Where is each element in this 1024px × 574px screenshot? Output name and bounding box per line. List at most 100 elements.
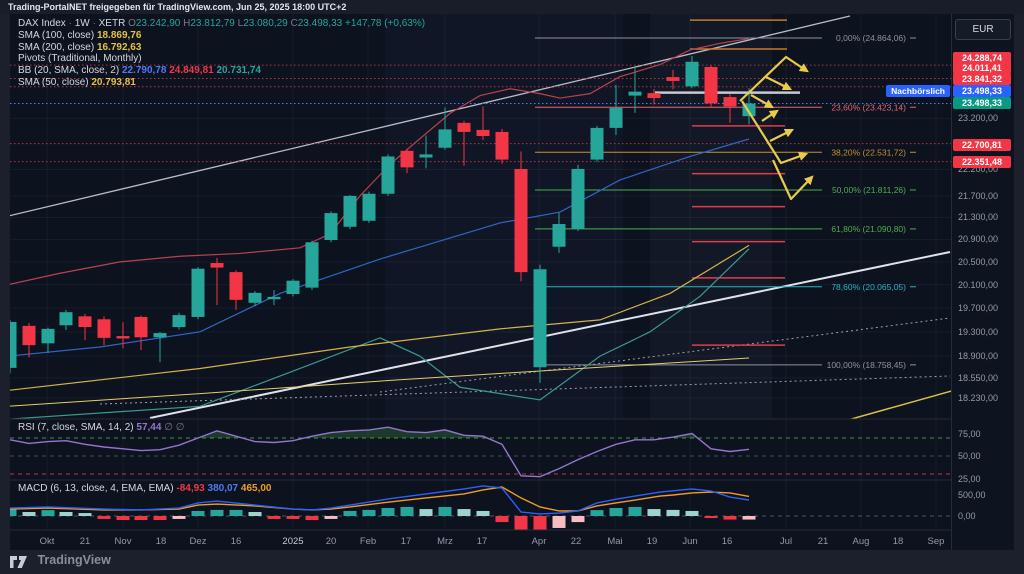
bb-basis: [10, 138, 750, 357]
legend-main: DAX Index · 1W · XETR O23.242,90 H23.812…: [18, 18, 425, 89]
time-axis-label: Aug: [853, 536, 870, 547]
bb-basis-value: 22.790,78: [121, 65, 167, 77]
time-axis-label: Mrz: [437, 536, 453, 547]
indicator-overlays: [10, 38, 750, 420]
sma-50: [10, 244, 750, 391]
price-label-badge: 24.288,74: [953, 52, 1011, 64]
time-axis-label: 20: [326, 536, 337, 547]
legend-rsi-row[interactable]: RSI (7, close, SMA, 14, 2) 57,44 ∅ ∅: [18, 422, 185, 433]
sma100-value: 18.869,76: [96, 29, 142, 41]
price-axis-tick: 18.550,00: [958, 372, 999, 383]
svg-text:50,00% (21.811,26): 50,00% (21.811,26): [832, 185, 906, 195]
time-axis-label: Apr: [532, 536, 547, 547]
svg-text:61,80% (21.090,80): 61,80% (21.090,80): [831, 224, 906, 234]
bb-upper-value: 24.849,81: [169, 65, 214, 77]
time-axis[interactable]: Okt 21 Nov 18 Dez 16 2025 20 Feb 17 Mrz 17 Apr 22 Mai 1…: [40, 536, 945, 547]
price-axis-tick: 22.200,00: [958, 164, 999, 175]
macd-axis-tick: 0,00: [958, 511, 976, 521]
bb-lower: [10, 248, 750, 420]
gridlines: [10, 14, 951, 530]
price-axis[interactable]: EUR 23.200,00 22.200,00 21.700,00 21.300,00…: [951, 14, 1014, 550]
open-value: 23.242,90: [135, 18, 181, 29]
macd-signal-value: 465,00: [240, 483, 272, 494]
rsi-axis-tick: 25,00: [958, 473, 981, 484]
time-axis-label: 16: [231, 536, 242, 547]
time-axis-label: 21: [818, 536, 829, 547]
macd-hist-value: -84,93: [176, 483, 205, 494]
rsi-axis-tick: 50,00: [958, 451, 981, 461]
time-axis-label: 18: [893, 536, 904, 547]
time-axis-label: 22: [571, 536, 582, 547]
time-axis-label: 17: [401, 536, 412, 547]
legend-sma50-row[interactable]: SMA (50, close) 20.793,81: [18, 76, 136, 88]
high-value: 23.812,79: [190, 18, 235, 29]
svg-text:100,00% (18.758,45): 100,00% (18.758,45): [827, 360, 907, 370]
time-axis-label: Okt: [40, 536, 55, 547]
legend-pivots-row[interactable]: Pivots (Traditional, Monthly): [18, 53, 142, 65]
change-value: +147,78 (+0,63%): [345, 18, 426, 29]
rsi-value: 57,44: [136, 422, 162, 433]
macd-line-value: 380,07: [207, 483, 239, 494]
time-axis-label: Mai: [607, 536, 622, 547]
tradingview-logo-icon[interactable]: [9, 555, 28, 569]
macd-pane[interactable]: [10, 485, 951, 532]
price-axis-tick: 21.300,00: [958, 212, 999, 223]
close-value: 23.498,33: [297, 18, 343, 29]
time-axis-label: 21: [80, 536, 91, 547]
legend-bb-row[interactable]: BB (20, SMA, close, 2) 22.790,78 24.849,…: [18, 65, 262, 77]
time-axis-label: Feb: [360, 536, 376, 547]
time-axis-label: Nov: [115, 536, 132, 547]
export-header: Trading-PortalNET freigegeben für Tradin…: [0, 0, 1024, 14]
time-axis-label: 16: [722, 536, 733, 547]
time-axis-label: 18: [156, 536, 167, 547]
price-axis-tick: 19.300,00: [958, 326, 999, 337]
tradingview-brand[interactable]: TradingView: [37, 552, 111, 567]
afterhours-label: Nachbörslich: [886, 85, 950, 97]
footer: TradingView: [0, 550, 1024, 574]
price-axis-tick: 18.230,00: [958, 393, 999, 403]
candlesticks[interactable]: [10, 56, 756, 383]
svg-text:23,60% (23.423,14): 23,60% (23.423,14): [831, 102, 906, 112]
price-label-badge: 22.351,48: [953, 156, 1011, 168]
export-header-text: Trading-PortalNET freigegeben für Tradin…: [8, 2, 347, 12]
price-axis-tick: 18.900,00: [958, 351, 999, 362]
pivot-levels: [10, 19, 951, 346]
legend-sma200-row[interactable]: SMA (200, close) 16.792,63: [18, 41, 142, 53]
time-axis-label: Jun: [682, 536, 697, 547]
exchange: XETR: [98, 18, 126, 29]
currency-button[interactable]: EUR: [955, 19, 1011, 40]
sma200-value: 16.792,63: [96, 41, 142, 53]
price-axis-tick: 20.900,00: [958, 234, 999, 245]
sma-100: [10, 357, 750, 407]
time-axis-label: 17: [477, 536, 488, 547]
price-label-badge: 23.498,33: [953, 85, 1011, 97]
price-axis-tick: 20.100,00: [958, 279, 999, 290]
price-axis-tick: 21.700,00: [958, 190, 999, 201]
pane-separators[interactable]: [10, 418, 951, 531]
low-value: 23.080,29: [243, 18, 288, 29]
price-label-badge: 24.011,41: [953, 62, 1011, 74]
sma50-value: 20.793,81: [91, 76, 136, 88]
macd-axis-tick: 500,00: [958, 490, 986, 500]
svg-text:78,60% (20.065,05): 78,60% (20.065,05): [831, 282, 906, 292]
arrow-drawings[interactable]: [739, 55, 814, 201]
bb-upper: [10, 38, 750, 285]
symbol-name[interactable]: DAX Index: [18, 18, 66, 29]
price-label-badge: 22.700,81: [953, 139, 1011, 151]
legend-sma100-row[interactable]: SMA (100, close) 18.869,76: [18, 29, 142, 41]
timeframe[interactable]: 1W: [74, 18, 90, 29]
price-chart-canvas[interactable]: 0,00% (24.864,06) 23,60% (23.423,14) 38,20…: [10, 14, 951, 550]
time-axis-label: 2025: [282, 536, 303, 547]
svg-text:0,00% (24.864,06): 0,00% (24.864,06): [836, 33, 906, 43]
legend-symbol-row[interactable]: DAX Index · 1W · XETR O23.242,90 H23.812…: [18, 18, 426, 29]
rsi-hidden-ma: ∅ ∅: [164, 422, 185, 433]
svg-text:38,20% (22.531,72): 38,20% (22.531,72): [831, 147, 906, 157]
time-axis-label: Dez: [190, 536, 207, 547]
price-label-badge: 23.841,32: [953, 73, 1011, 85]
rsi-pane[interactable]: [10, 426, 951, 478]
chart-area: 0,00% (24.864,06) 23,60% (23.423,14) 38,20…: [10, 14, 1014, 550]
legend-macd-row[interactable]: MACD (6, 13, close, 4, EMA, EMA) -84,93 …: [18, 483, 272, 494]
bb-lower-value: 20.731,74: [216, 65, 262, 77]
price-axis-tick: 20.500,00: [958, 256, 999, 267]
